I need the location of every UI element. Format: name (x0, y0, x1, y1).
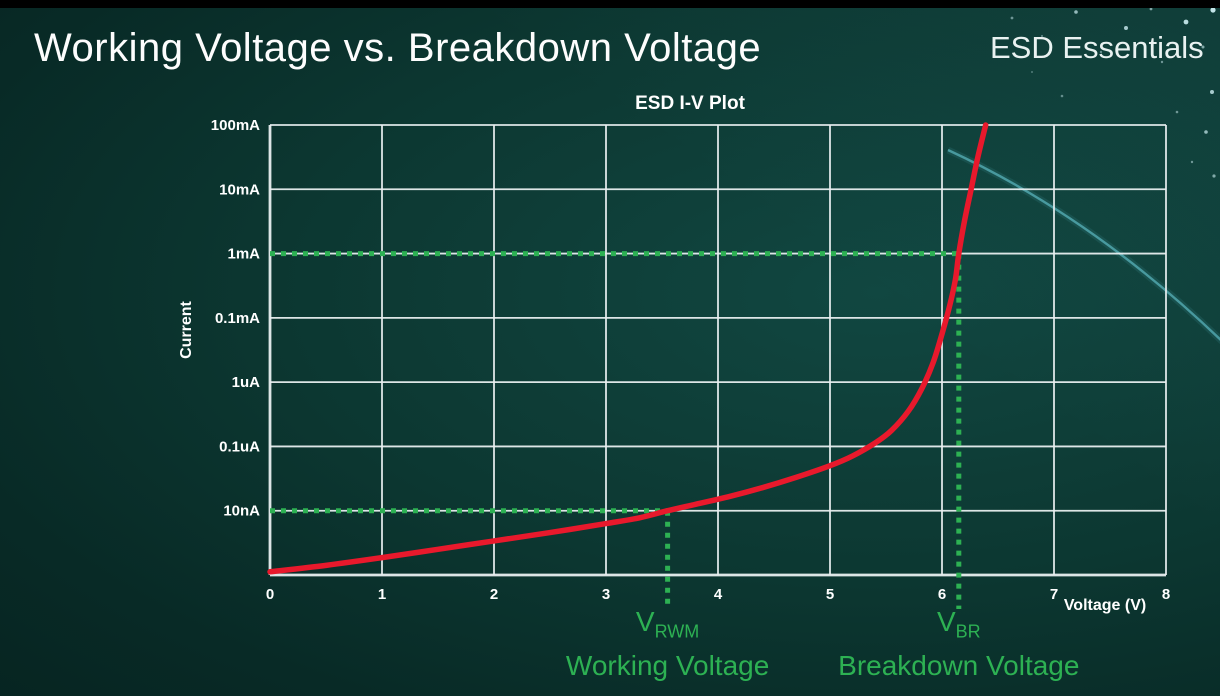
x-tick-label: 5 (826, 586, 834, 603)
top-letterbox-bar (0, 0, 1220, 8)
slide-title: Working Voltage vs. Breakdown Voltage (34, 26, 762, 70)
vrwm-guide-lines (270, 508, 671, 609)
vrwm-annotation-label: VRWM Working Voltage (566, 606, 769, 682)
x-tick-label: 2 (490, 586, 498, 603)
x-tick-label: 4 (714, 586, 723, 603)
vbr-symbol: VBR (936, 606, 981, 642)
x-tick-label: 8 (1162, 586, 1170, 603)
vrwm-symbol: VRWM (635, 606, 700, 642)
breakdown-voltage-caption: Breakdown Voltage (838, 649, 1080, 681)
y-tick-label: 1uA (232, 374, 261, 391)
iv-curve (267, 122, 989, 575)
x-tick-label: 3 (602, 586, 610, 603)
y-tick-label: 10mA (219, 181, 260, 198)
brand-text: ESD Essentials (990, 30, 1204, 65)
y-tick-label: 100mA (211, 117, 260, 134)
x-axis-label: Voltage (V) (1063, 597, 1147, 614)
y-tick-label: 10nA (223, 503, 260, 520)
working-voltage-caption: Working Voltage (565, 649, 770, 681)
vbr-guide-lines (270, 251, 962, 609)
x-tick-label: 0 (266, 586, 274, 603)
x-tick-labels: 0 1 2 3 4 5 6 7 8 (266, 586, 1170, 603)
grid (268, 124, 1167, 577)
vbr-annotation-label: VBR Breakdown Voltage (838, 606, 1079, 682)
y-tick-label: 0.1uA (219, 438, 260, 455)
y-axis-label: Current (178, 301, 195, 359)
y-tick-labels: 100mA 10mA 1mA 0.1mA 1uA 0.1uA 10nA (211, 117, 260, 520)
x-tick-label: 1 (378, 586, 386, 603)
y-tick-label: 1mA (227, 246, 260, 263)
y-tick-label: 0.1mA (215, 310, 260, 327)
chart-title: ESD I-V Plot (635, 93, 745, 114)
x-tick-label: 7 (1050, 586, 1058, 603)
x-tick-label: 6 (938, 586, 946, 603)
